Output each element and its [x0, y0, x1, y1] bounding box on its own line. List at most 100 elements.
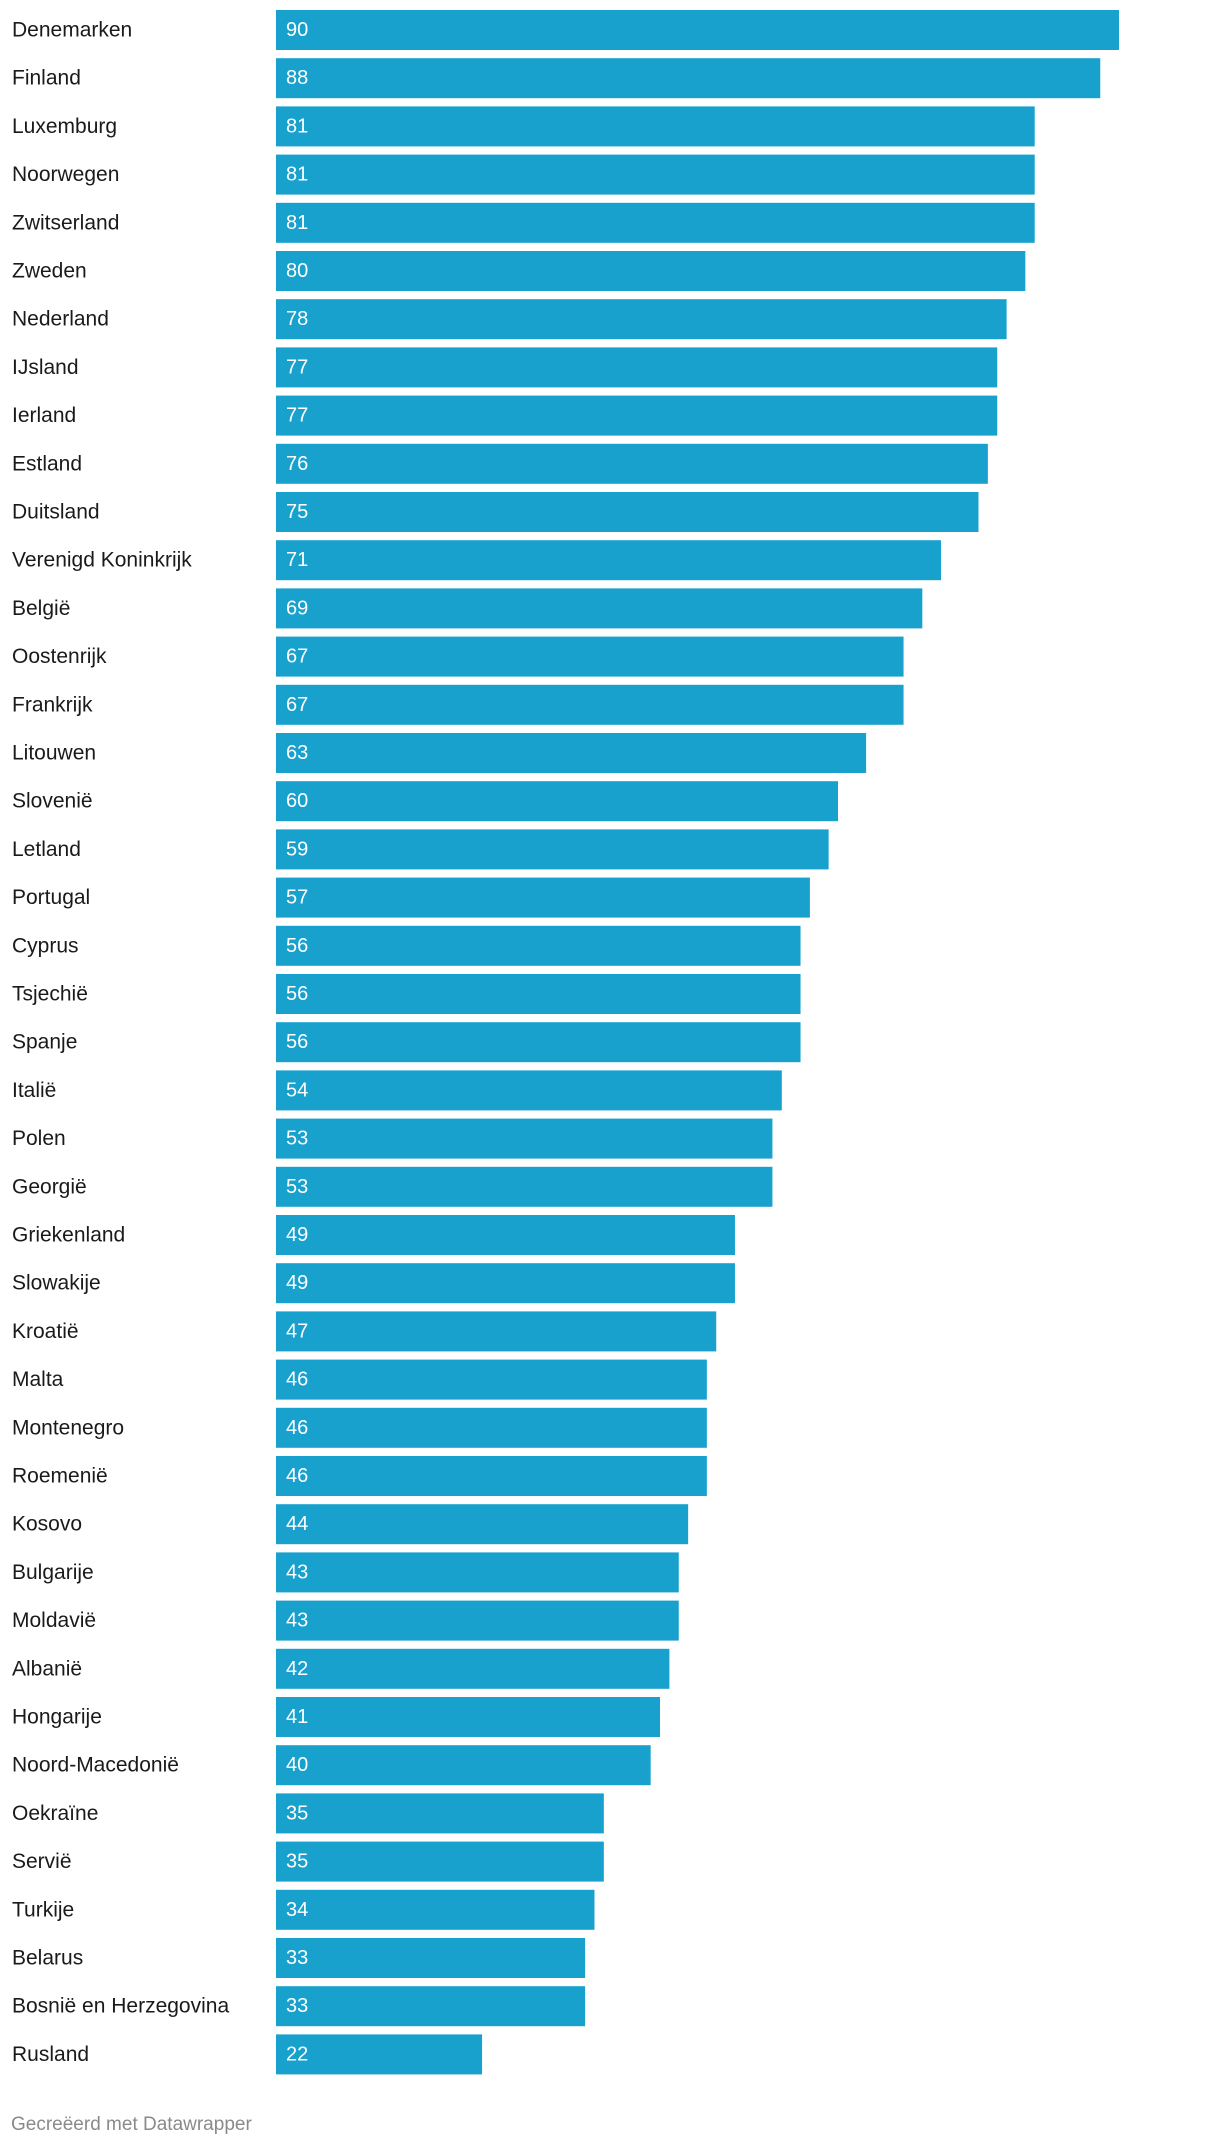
country-label: Italië [12, 1079, 56, 1102]
bar-row: Noord-Macedonië 40 [12, 1745, 651, 1786]
country-label: Turkije [12, 1898, 74, 1921]
country-label: Finland [12, 67, 81, 90]
bar-row: Portugal 57 [12, 877, 810, 918]
bar-row: Montenegro 46 [12, 1407, 707, 1448]
country-label: Montenegro [12, 1416, 124, 1439]
country-label: Servië [12, 1850, 72, 1873]
bar-row: België 69 [12, 588, 923, 629]
value-label: 53 [286, 1176, 308, 1198]
bar [276, 154, 1035, 195]
bar [276, 10, 1119, 50]
bar-row: Zweden 80 [12, 251, 1026, 291]
value-label: 56 [286, 935, 308, 957]
bar-row: Albanië 42 [12, 1648, 670, 1689]
bar [276, 443, 988, 484]
value-label: 41 [286, 1706, 308, 1728]
bar-row: Servië 35 [12, 1841, 604, 1882]
value-label: 40 [286, 1754, 308, 1776]
bar [276, 202, 1035, 243]
country-label: Slowakije [12, 1272, 101, 1295]
bar-row: Duitsland 75 [12, 492, 979, 532]
country-label: Albanië [12, 1657, 82, 1680]
bar-row: Bosnië en Herzegovina 33 [12, 1986, 586, 2027]
bar-row: Polen 53 [12, 1118, 773, 1159]
country-label: Bosnië en Herzegovina [12, 1995, 229, 2018]
value-label: 46 [286, 1417, 308, 1439]
bar-row: Rusland 22 [12, 2034, 483, 2075]
bar [276, 877, 810, 918]
value-label: 22 [286, 2043, 308, 2065]
country-label: Portugal [12, 886, 90, 909]
country-label: Bulgarije [12, 1561, 94, 1584]
bar [276, 1552, 679, 1593]
value-label: 56 [286, 1031, 308, 1053]
bar-row: Oekraïne 35 [12, 1793, 604, 1834]
bar-row: Turkije 34 [12, 1889, 595, 1930]
bar [276, 781, 838, 822]
bar [276, 1456, 707, 1496]
country-label: Frankrijk [12, 693, 93, 716]
bar-row: Zwitserland 81 [12, 202, 1035, 243]
bar [276, 1793, 604, 1834]
country-label: Ierland [12, 404, 76, 427]
bar [276, 1648, 670, 1689]
bar-row: Ierland 77 [12, 395, 998, 436]
bar [276, 1407, 707, 1448]
datawrapper-credit[interactable]: Gecreëerd met Datawrapper [11, 2114, 252, 2135]
bar [276, 1504, 689, 1545]
bar-row: Denemarken 90 [12, 10, 1119, 50]
bar [276, 1889, 595, 1930]
country-label: Nederland [12, 308, 109, 331]
value-label: 67 [286, 646, 308, 668]
bar-row: Oostenrijk 67 [12, 636, 904, 677]
bar [276, 540, 942, 581]
value-label: 44 [286, 1513, 308, 1535]
bar [276, 1745, 651, 1786]
value-label: 43 [286, 1561, 308, 1583]
value-label: 81 [286, 212, 308, 234]
bar-row: Malta 46 [12, 1359, 707, 1400]
bar-row: Litouwen 63 [12, 733, 867, 773]
bar-row: Bulgarije 43 [12, 1552, 679, 1593]
country-label: Kroatië [12, 1320, 79, 1343]
country-label: Noorwegen [12, 163, 119, 186]
value-label: 81 [286, 115, 308, 137]
country-label: Oostenrijk [12, 645, 107, 668]
bar-row: Slovenië 60 [12, 781, 838, 822]
bar [276, 251, 1026, 291]
value-label: 46 [286, 1369, 308, 1391]
country-label: Kosovo [12, 1513, 82, 1536]
bar-row: Georgië 53 [12, 1166, 773, 1207]
country-label: Malta [12, 1368, 64, 1391]
value-label: 71 [286, 549, 308, 571]
bar [276, 395, 998, 436]
bar-row: Moldavië 43 [12, 1600, 679, 1641]
country-label: Spanje [12, 1031, 77, 1054]
bar-row: Noorwegen 81 [12, 154, 1035, 195]
value-label: 53 [286, 1128, 308, 1150]
bar-row: Luxemburg 81 [12, 106, 1035, 147]
country-label: Duitsland [12, 501, 100, 524]
value-label: 59 [286, 838, 308, 860]
bar [276, 1215, 735, 1255]
bar [276, 974, 801, 1014]
bar-row: Kroatië 47 [12, 1311, 717, 1352]
bar [276, 492, 979, 532]
country-label: IJsland [12, 356, 79, 379]
value-label: 49 [286, 1272, 308, 1294]
bar-row: Cyprus 56 [12, 925, 801, 966]
bar [276, 829, 829, 870]
bar [276, 1986, 586, 2027]
bar-row: Slowakije 49 [12, 1263, 735, 1304]
bar [276, 1263, 735, 1304]
country-label: Verenigd Koninkrijk [12, 549, 192, 572]
bar [276, 1118, 773, 1159]
bar [276, 2034, 483, 2075]
country-label: Litouwen [12, 742, 96, 765]
bar-row: Griekenland 49 [12, 1215, 735, 1255]
value-label: 56 [286, 983, 308, 1005]
country-label: Rusland [12, 2043, 89, 2066]
country-label: Estland [12, 452, 82, 475]
bar-row: Frankrijk 67 [12, 684, 904, 725]
value-label: 77 [286, 405, 308, 427]
